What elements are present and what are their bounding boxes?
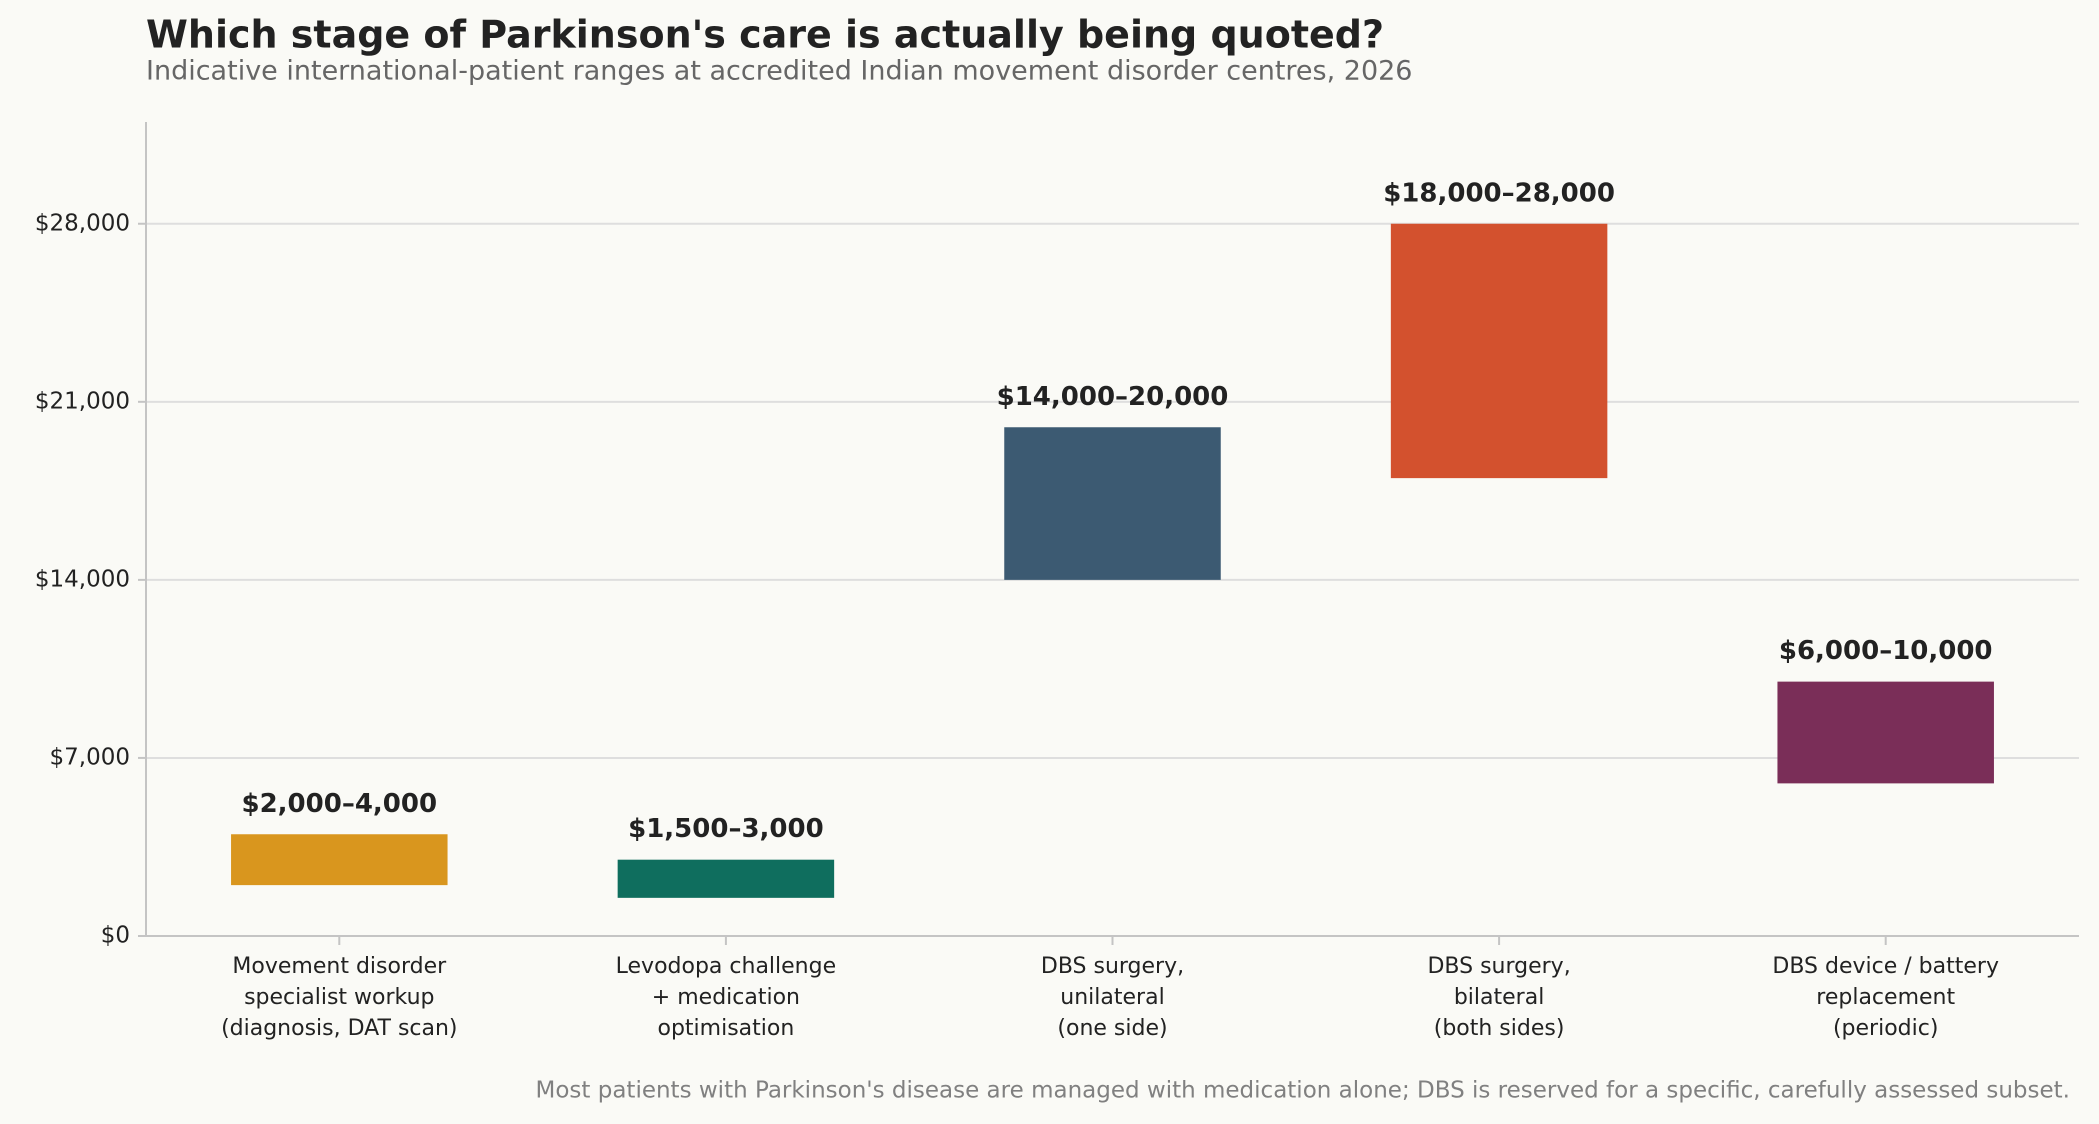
value-label: $18,000–28,000 [1383, 178, 1615, 208]
range-bar [231, 834, 448, 886]
x-tick-label: DBS surgery, unilateral (one side) [1041, 954, 1184, 1041]
y-tick-label: $7,000 [50, 744, 130, 770]
chart-subtitle: Indicative international-patient ranges … [146, 56, 1412, 87]
y-tick-label: $0 [101, 923, 130, 949]
chart-title: Which stage of Parkinson's care is actua… [146, 13, 1384, 57]
footnote: Most patients with Parkinson's disease a… [536, 1078, 2071, 1104]
value-label: $6,000–10,000 [1779, 636, 1993, 666]
value-label: $1,500–3,000 [628, 814, 824, 844]
x-tick-label: DBS surgery, bilateral (both sides) [1427, 954, 1570, 1041]
x-tick-label: DBS device / battery replacement (periodic… [1772, 954, 1999, 1041]
y-tick-label: $14,000 [35, 566, 130, 592]
x-tick-label: Levodopa challenge + medication optimisati… [616, 954, 836, 1041]
range-bar [1004, 427, 1221, 580]
y-tick-label: $28,000 [35, 210, 130, 236]
x-tick-label: Movement disorder specialist workup (diagn… [221, 954, 457, 1041]
value-label: $14,000–20,000 [997, 382, 1229, 412]
range-bar [617, 859, 835, 898]
range-bar [1390, 223, 1608, 479]
y-tick-label: $21,000 [35, 388, 130, 414]
value-label: $2,000–4,000 [242, 789, 438, 819]
range-bar [1777, 681, 1994, 784]
